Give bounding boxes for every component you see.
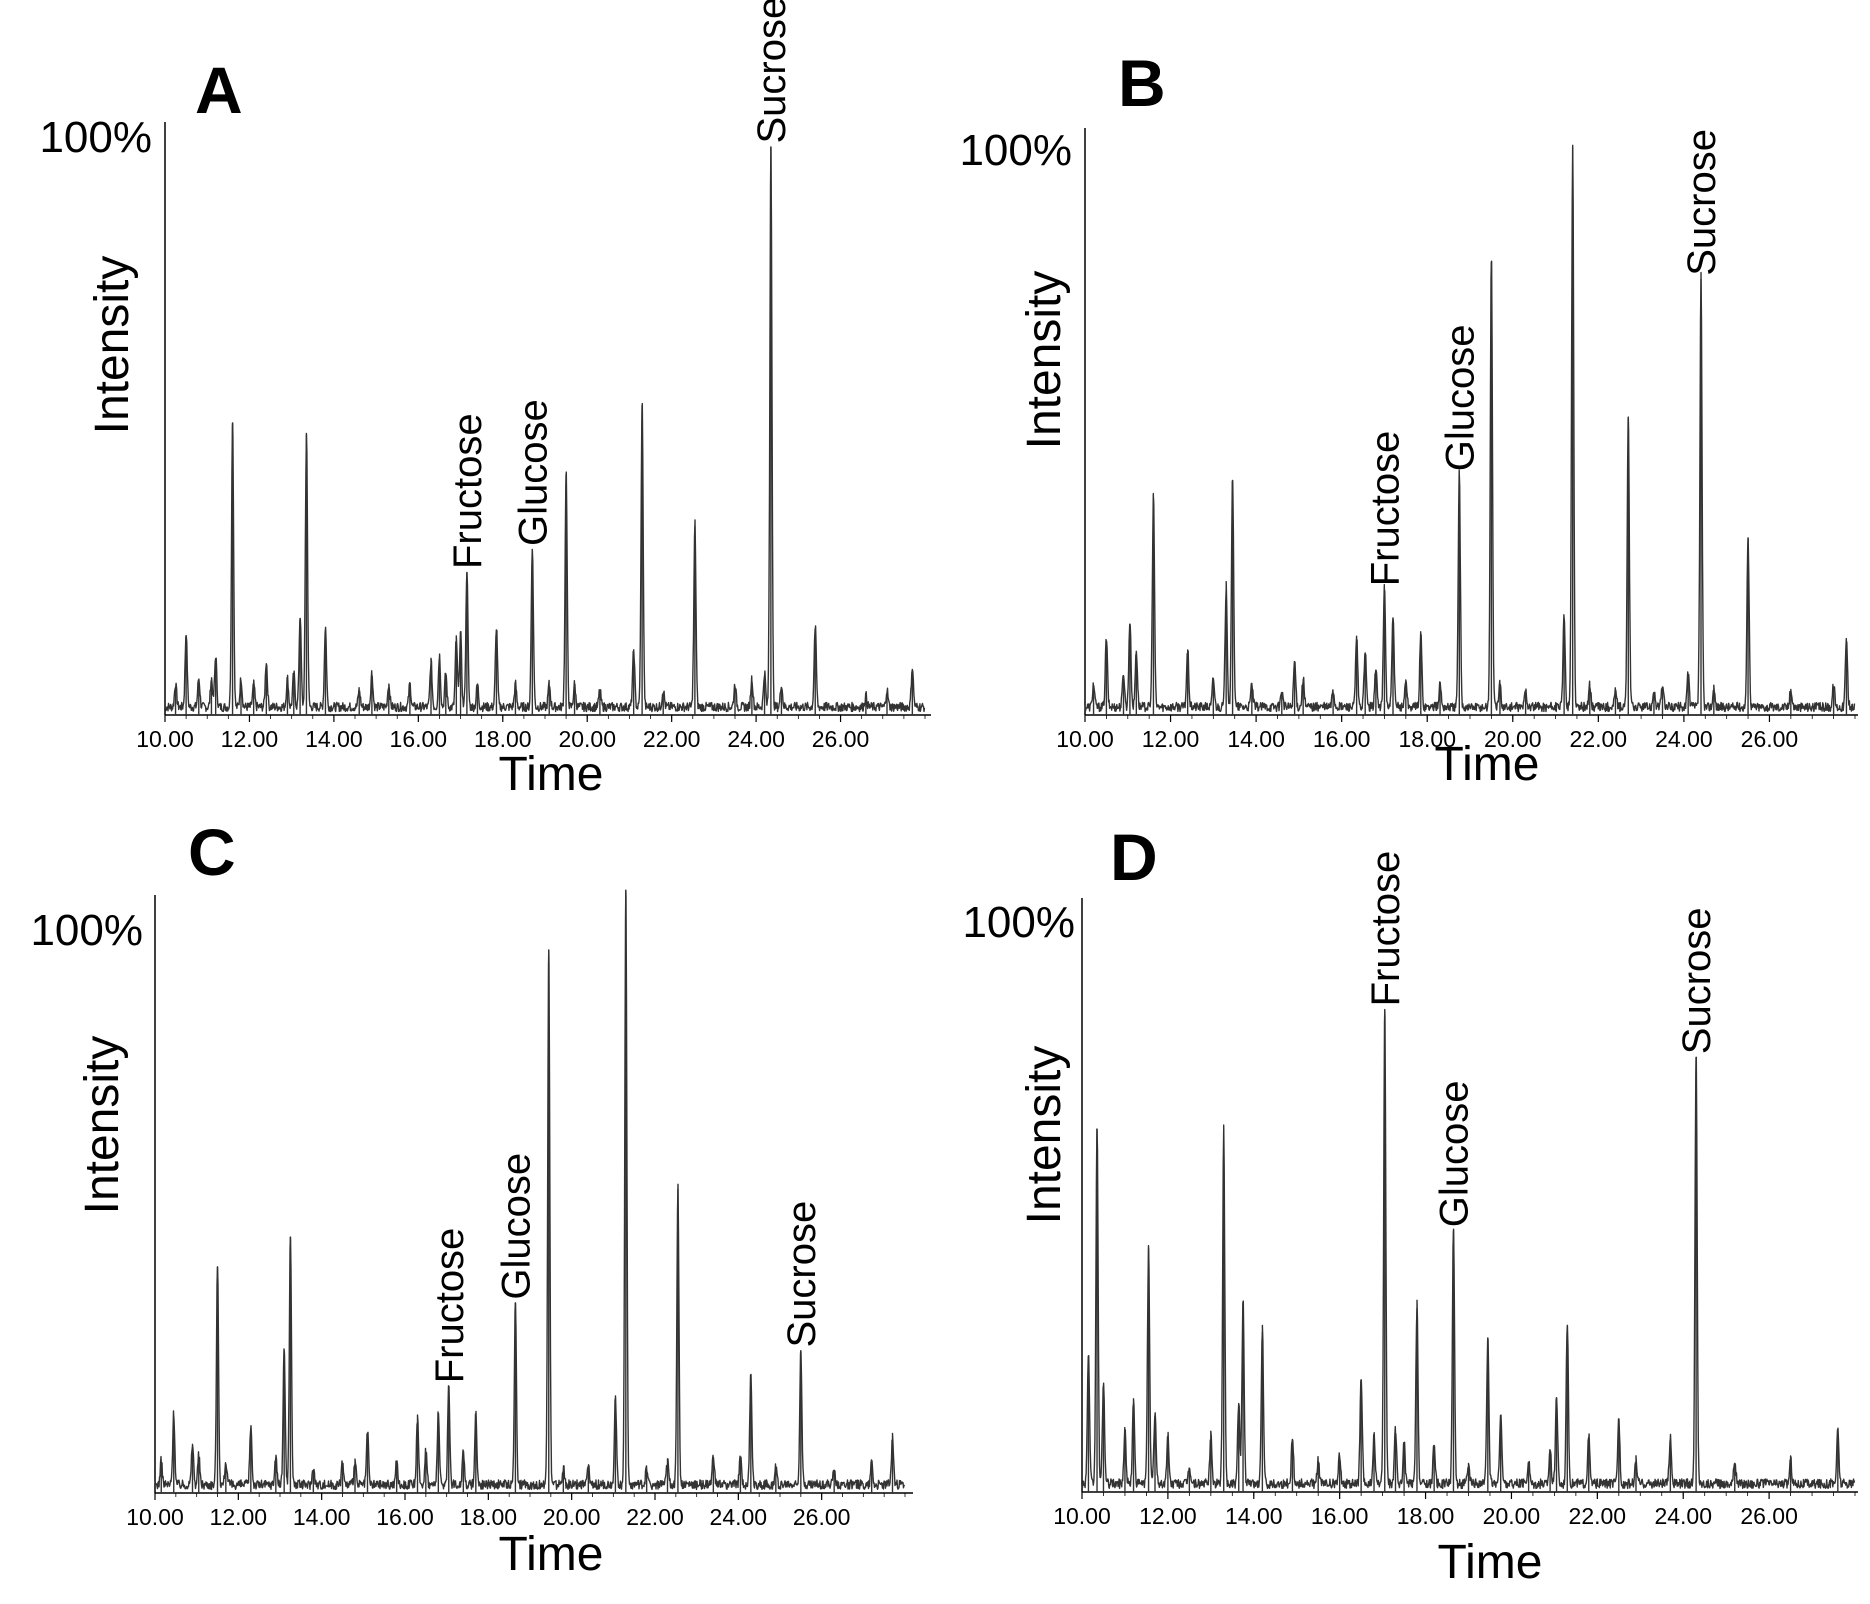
x-tick-label: 26.00 xyxy=(793,1504,851,1530)
x-tick-label: 12.00 xyxy=(1139,1503,1197,1529)
peak-annotation-glucose: Glucose xyxy=(1438,325,1482,472)
peak-annotations-a: Fructose Glucose Sucrose xyxy=(174,0,914,715)
x-ticks-d: 10.00 12.00 14.00 16.00 18.00 20.00 22.00 24.00… xyxy=(1053,1492,1856,1529)
y-axis-label-c: Intensity xyxy=(76,1036,129,1215)
panel-letter-d: D xyxy=(1110,820,1158,894)
x-tick-label: 20.00 xyxy=(558,726,616,752)
peak-annotation-glucose: Glucose xyxy=(494,1153,538,1300)
x-tick-label: 24.00 xyxy=(710,1504,768,1530)
x-tick-label: 10.00 xyxy=(136,726,194,752)
x-tick-label: 20.00 xyxy=(1484,726,1542,752)
peak-annotation-sucrose: Sucrose xyxy=(1675,907,1719,1054)
peak-annotations-c: Fructose Glucose Sucrose xyxy=(160,890,894,1493)
x-tick-label: 12.00 xyxy=(221,726,279,752)
chromatogram-trace-c xyxy=(154,889,906,1491)
x-tick-label: 10.00 xyxy=(1053,1503,1111,1529)
y-axis-label-a: Intensity xyxy=(86,256,139,435)
peak-annotation-fructose: Fructose xyxy=(1363,431,1407,587)
x-ticks-b: 10.00 12.00 14.00 16.00 18.00 20.00 22.00 24.00… xyxy=(1056,715,1856,752)
x-tick-label: 24.00 xyxy=(1654,1503,1712,1529)
chromatogram-trace-d xyxy=(1081,1008,1856,1490)
x-tick-label: 22.00 xyxy=(1570,726,1628,752)
chart-panel-a: A 100% Intensity Time 10.00 12.00 14.00 16.… xyxy=(39,0,931,801)
x-tick-label: 20.00 xyxy=(1483,1503,1541,1529)
x-tick-label: 10.00 xyxy=(1056,726,1114,752)
x-tick-label: 12.00 xyxy=(210,1504,268,1530)
panel-letter-b: B xyxy=(1118,46,1166,120)
chart-panel-d: D 100% Intensity Time 10.00 12.00 14.00 16.… xyxy=(962,820,1858,1589)
y-max-label-a: 100% xyxy=(39,113,152,162)
chart-panel-b: B 100% Intensity Time 10.00 12.00 14.00 16.… xyxy=(959,46,1858,791)
x-tick-label: 22.00 xyxy=(643,726,701,752)
peak-annotations-b: Fructose Glucose Sucrose xyxy=(1092,129,1848,715)
y-max-label-b: 100% xyxy=(959,126,1072,175)
x-tick-label: 18.00 xyxy=(1398,726,1456,752)
peak-annotation-glucose: Glucose xyxy=(1433,1081,1477,1228)
x-tick-label: 22.00 xyxy=(1569,1503,1627,1529)
y-axis-label-d: Intensity xyxy=(1018,1046,1071,1225)
x-tick-label: 14.00 xyxy=(305,726,363,752)
x-axis-label-c: Time xyxy=(499,1528,604,1581)
peak-annotation-fructose: Fructose xyxy=(1364,851,1408,1007)
y-max-label-d: 100% xyxy=(962,898,1075,947)
x-tick-label: 16.00 xyxy=(390,726,448,752)
peak-annotation-sucrose: Sucrose xyxy=(780,1201,824,1348)
peak-annotation-sucrose: Sucrose xyxy=(750,0,794,144)
chart-panel-c: C 100% Intensity Time 10.00 12.00 14.00 16.… xyxy=(30,815,913,1581)
x-tick-label: 14.00 xyxy=(1225,1503,1283,1529)
x-tick-label: 10.00 xyxy=(126,1504,184,1530)
x-tick-label: 16.00 xyxy=(376,1504,434,1530)
x-tick-label: 26.00 xyxy=(1741,726,1799,752)
x-tick-label: 16.00 xyxy=(1313,726,1371,752)
x-tick-label: 26.00 xyxy=(1740,1503,1798,1529)
y-axis-label-b: Intensity xyxy=(1018,271,1071,450)
x-tick-label: 16.00 xyxy=(1311,1503,1369,1529)
x-tick-label: 18.00 xyxy=(1397,1503,1455,1529)
x-tick-label: 14.00 xyxy=(1227,726,1285,752)
x-tick-label: 18.00 xyxy=(474,726,532,752)
panel-letter-a: A xyxy=(195,53,243,127)
chromatogram-trace-a xyxy=(164,146,926,713)
x-tick-label: 24.00 xyxy=(1655,726,1713,752)
x-tick-label: 12.00 xyxy=(1142,726,1200,752)
panel-letter-c: C xyxy=(188,815,236,889)
y-max-label-c: 100% xyxy=(30,906,143,955)
peak-annotation-sucrose: Sucrose xyxy=(1680,129,1724,276)
x-ticks-a: 10.00 12.00 14.00 16.00 18.00 20.00 22.00 24.00… xyxy=(136,715,926,752)
peak-annotations-d: Fructose Glucose Sucrose xyxy=(1087,851,1839,1492)
x-tick-label: 14.00 xyxy=(293,1504,351,1530)
x-tick-label: 18.00 xyxy=(460,1504,518,1530)
x-ticks-c: 10.00 12.00 14.00 16.00 18.00 20.00 22.00 24.00… xyxy=(126,1493,906,1530)
peak-annotation-fructose: Fructose xyxy=(446,413,490,569)
chromatogram-trace-b xyxy=(1084,144,1856,713)
x-tick-label: 20.00 xyxy=(543,1504,601,1530)
x-tick-label: 26.00 xyxy=(812,726,870,752)
peak-annotation-fructose: Fructose xyxy=(428,1228,472,1384)
x-axis-label-d: Time xyxy=(1438,1536,1543,1589)
x-axis-label-b: Time xyxy=(1435,738,1540,791)
x-axis-label-a: Time xyxy=(499,748,604,801)
peak-annotation-glucose: Glucose xyxy=(511,399,555,546)
x-tick-label: 22.00 xyxy=(626,1504,684,1530)
x-tick-label: 24.00 xyxy=(727,726,785,752)
